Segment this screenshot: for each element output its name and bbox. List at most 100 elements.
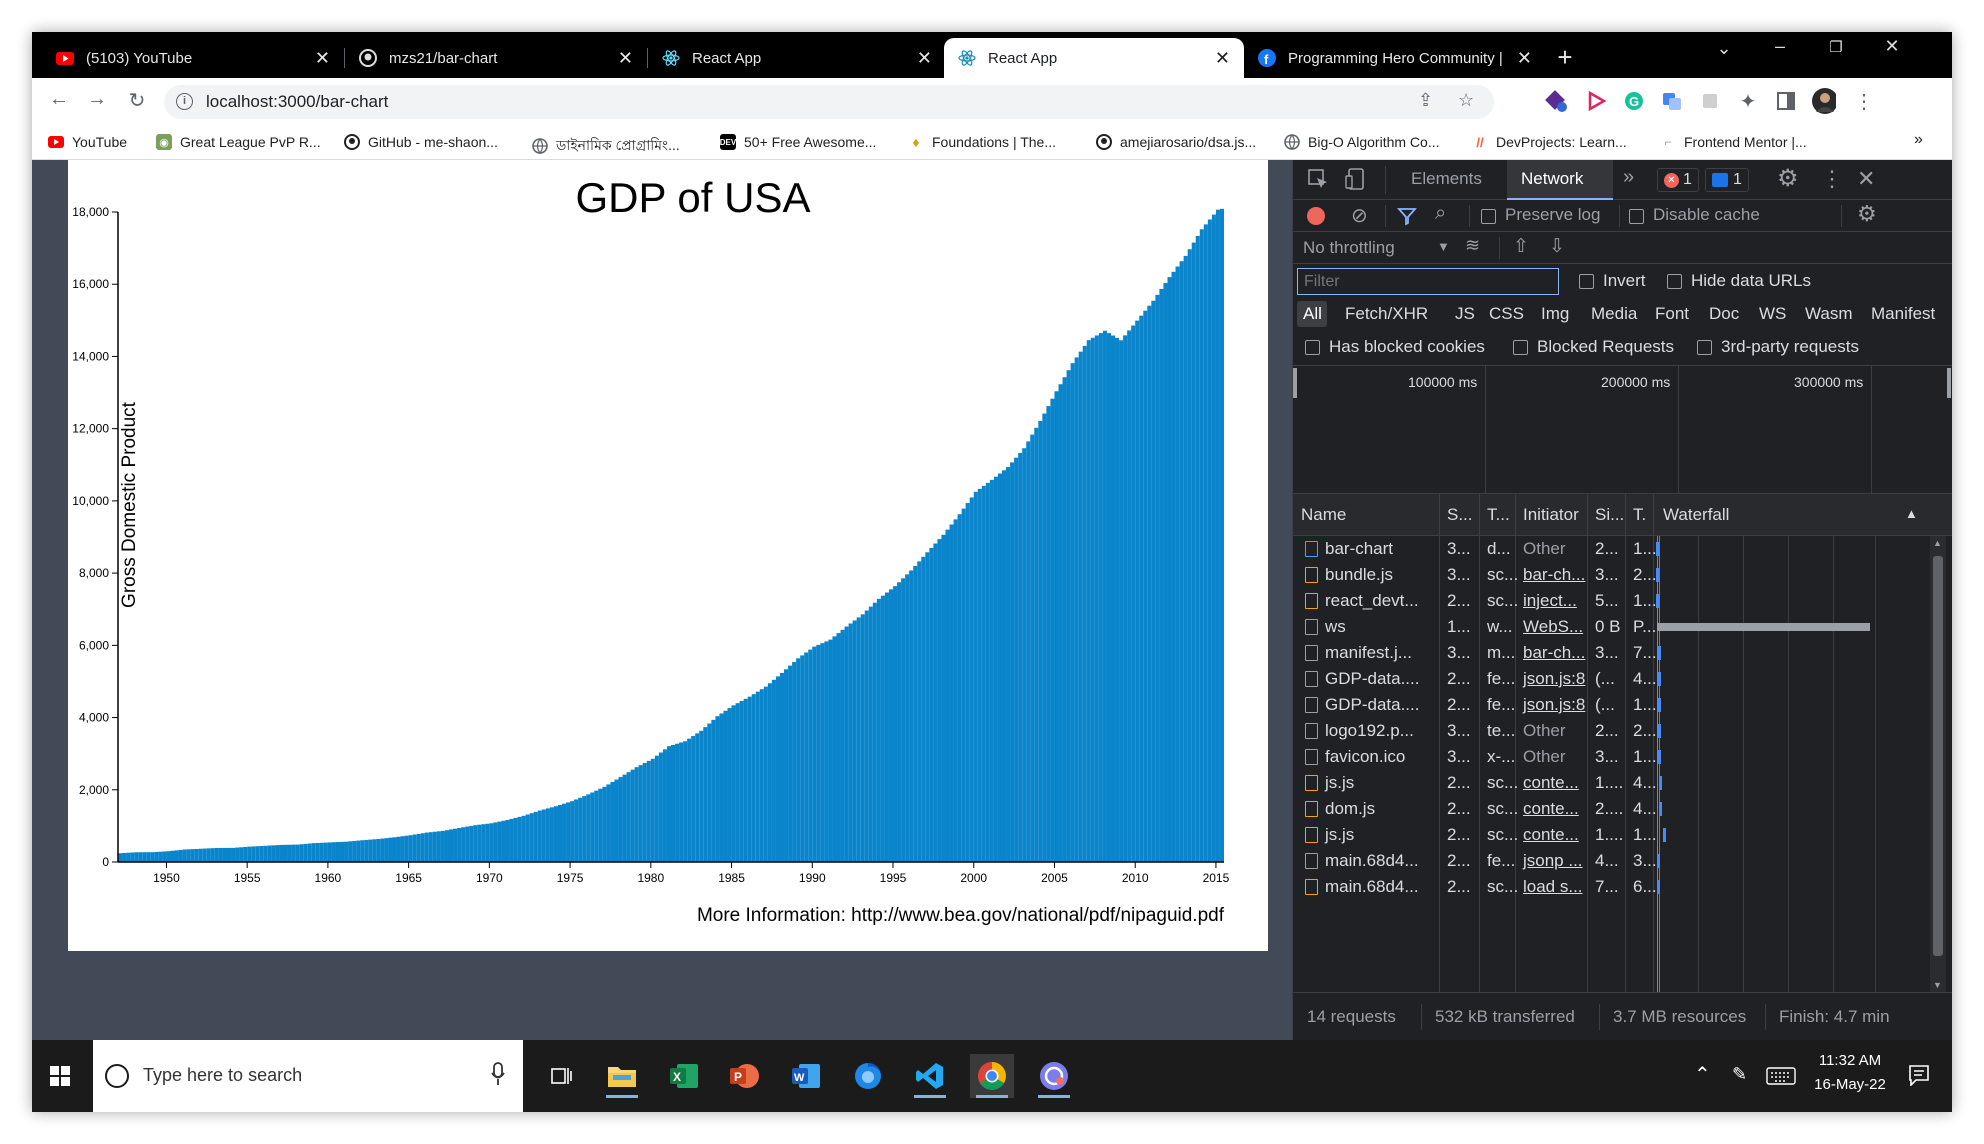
gdp-bar[interactable]	[327, 842, 332, 862]
column-status[interactable]: S...	[1447, 505, 1473, 524]
gdp-bar[interactable]	[396, 836, 401, 862]
gdp-bar[interactable]	[263, 845, 268, 862]
gdp-bar[interactable]	[380, 838, 385, 862]
gdp-bar[interactable]	[1135, 320, 1140, 862]
gdp-bar[interactable]	[1070, 363, 1075, 862]
gdp-bar[interactable]	[166, 851, 171, 862]
gdp-bar[interactable]	[533, 811, 538, 862]
gdp-bar[interactable]	[687, 738, 692, 862]
column-name[interactable]: Name	[1301, 505, 1347, 524]
gdp-bar[interactable]	[469, 825, 474, 862]
gdp-bar[interactable]	[477, 824, 482, 862]
gdp-bar[interactable]	[683, 741, 688, 862]
gdp-bar[interactable]	[1042, 413, 1047, 862]
inspect-icon[interactable]	[1307, 168, 1329, 195]
gdp-bar[interactable]	[602, 786, 607, 862]
gdp-bar[interactable]	[501, 820, 506, 862]
tab-github[interactable]: mzs21/bar-chart ✕	[345, 38, 647, 78]
gdp-bar[interactable]	[662, 749, 667, 862]
gdp-bar[interactable]	[888, 589, 894, 862]
tab-network[interactable]: Network	[1521, 169, 1584, 188]
request-initiator[interactable]: conte...	[1523, 825, 1579, 844]
gdp-bar[interactable]	[1006, 467, 1011, 862]
gdp-bar[interactable]	[594, 790, 599, 862]
gdp-bar[interactable]	[731, 705, 736, 862]
gdp-bar[interactable]	[549, 807, 554, 862]
gdp-bar[interactable]	[1195, 235, 1200, 863]
gdp-bar[interactable]	[779, 672, 785, 862]
bookmark-item[interactable]: amejiarosario/dsa.js...	[1096, 134, 1256, 150]
gdp-bar[interactable]	[1102, 330, 1107, 862]
request-initiator[interactable]: bar-ch...	[1523, 565, 1586, 584]
timeline-overview[interactable]: 100000 ms 200000 ms 300000 ms	[1293, 366, 1952, 494]
gdp-bar[interactable]	[1086, 340, 1091, 862]
gdp-bar[interactable]	[255, 846, 260, 862]
gdp-bar[interactable]	[897, 582, 902, 862]
gdp-bar[interactable]	[1098, 333, 1103, 863]
gdp-bar[interactable]	[925, 552, 930, 862]
gdp-bar[interactable]	[335, 842, 341, 862]
request-row[interactable]: manifest.j... 3... m... bar-ch... 3... 7...	[1293, 640, 1930, 666]
gdp-bar[interactable]	[788, 665, 793, 862]
gdp-bar[interactable]	[557, 804, 563, 862]
request-row[interactable]: favicon.ico 3... x-... Other 3... 1...	[1293, 744, 1930, 770]
gdp-bar[interactable]	[214, 847, 219, 862]
gdp-bar[interactable]	[715, 716, 720, 862]
gdp-bar[interactable]	[893, 586, 898, 862]
gdp-bar[interactable]	[1175, 266, 1180, 862]
discord-icon[interactable]	[1032, 1054, 1076, 1098]
tab-search-icon[interactable]: ⌄	[1716, 38, 1732, 58]
gdp-bar[interactable]	[453, 828, 458, 862]
gdp-bar[interactable]	[489, 823, 494, 862]
gdp-bar[interactable]	[368, 839, 373, 862]
gdp-bar[interactable]	[1131, 325, 1136, 862]
dropdown-arrow-icon[interactable]: ▼	[1437, 239, 1450, 254]
gdp-bar[interactable]	[901, 578, 906, 862]
gdp-bar[interactable]	[767, 683, 772, 862]
tab-facebook[interactable]: f Programming Hero Community | ✕	[1244, 38, 1546, 78]
gdp-bar[interactable]	[400, 836, 405, 862]
gdp-bar[interactable]	[747, 696, 752, 862]
gdp-bar[interactable]	[796, 658, 801, 862]
restore-button[interactable]: ❐	[1829, 39, 1843, 56]
close-icon[interactable]: ✕	[314, 47, 330, 68]
puzzle-icon[interactable]: ✦	[1739, 90, 1757, 113]
gdp-bar[interactable]	[170, 850, 175, 862]
gdp-bar[interactable]	[319, 842, 324, 862]
close-icon[interactable]: ✕	[617, 47, 633, 68]
gdp-bar[interactable]	[428, 832, 433, 862]
column-time[interactable]: T.	[1633, 505, 1647, 524]
bookmark-item[interactable]: // DevProjects: Learn...	[1472, 134, 1626, 150]
scrollbar-thumb[interactable]	[1933, 556, 1943, 956]
gdp-bar[interactable]	[331, 842, 336, 862]
gdp-bar[interactable]	[303, 843, 308, 862]
device-toolbar-icon[interactable]	[1345, 168, 1367, 195]
gdp-bar[interactable]	[372, 839, 377, 862]
gdp-bar[interactable]	[675, 743, 680, 862]
gdp-bar[interactable]	[949, 524, 954, 862]
gdp-bar[interactable]	[727, 708, 732, 862]
gdp-bar[interactable]	[231, 847, 236, 862]
gdp-bar[interactable]	[424, 832, 429, 862]
gdp-bar[interactable]	[989, 479, 994, 862]
gdp-bar[interactable]	[1018, 452, 1023, 862]
gdp-bar[interactable]	[973, 491, 978, 862]
message-counter[interactable]: 1	[1705, 168, 1749, 192]
tab-react-app[interactable]: React App ✕	[648, 38, 946, 78]
translate-icon[interactable]	[1660, 89, 1684, 113]
gdp-bar[interactable]	[1001, 470, 1007, 862]
gdp-bar[interactable]	[259, 846, 264, 862]
gdp-bar[interactable]	[759, 689, 764, 862]
back-button[interactable]: ←	[49, 88, 69, 110]
gdp-bar[interactable]	[1062, 377, 1067, 862]
gdp-bar[interactable]	[509, 818, 514, 862]
gdp-bar[interactable]	[921, 556, 926, 862]
gdp-bar[interactable]	[1219, 208, 1224, 862]
firefox-icon[interactable]	[846, 1054, 890, 1098]
gdp-bar[interactable]	[436, 831, 441, 862]
gdp-bar[interactable]	[307, 843, 312, 862]
bookmark-star-icon[interactable]: ☆	[1458, 90, 1475, 110]
request-initiator[interactable]: inject...	[1523, 591, 1577, 610]
gdp-bar[interactable]	[638, 765, 643, 862]
gdp-bar[interactable]	[723, 710, 728, 862]
